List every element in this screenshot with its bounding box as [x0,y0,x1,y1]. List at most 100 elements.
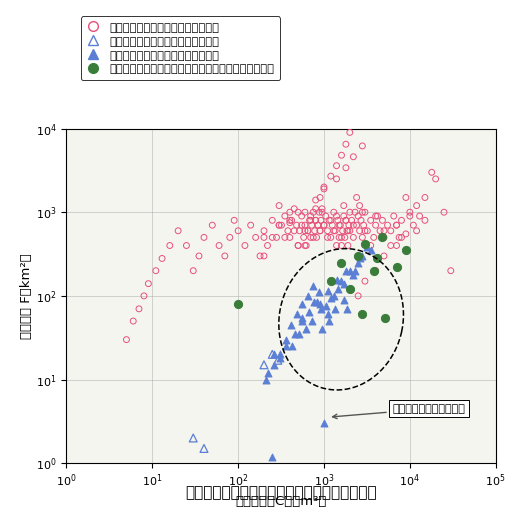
Point [299,233,308,242]
Point [298,313,307,322]
Point [312,216,320,224]
Point [306,216,314,224]
Point [324,287,332,295]
Point [354,258,362,267]
Point [322,302,330,311]
Point [395,233,403,242]
Point [318,205,326,213]
Point [301,325,310,333]
Point [264,369,272,377]
Point [340,212,348,220]
Point [302,241,310,250]
Point [290,205,298,213]
Point [200,444,208,453]
Point [353,193,361,202]
Point [295,226,304,235]
Point [129,317,137,325]
Text: 農業用ダムの主な分布域: 農業用ダムの主な分布域 [333,404,466,418]
Point [322,212,330,220]
Point [316,226,324,235]
Point [340,279,349,288]
Point [292,221,300,230]
Point [335,221,343,230]
Point [333,276,341,284]
Point [268,452,276,461]
Point [294,208,302,216]
Point [166,241,174,250]
Point [182,241,191,250]
Point [380,252,388,260]
Point [344,226,352,235]
Point [342,216,350,224]
Point [297,212,306,220]
Point [350,221,358,230]
Point [314,221,322,230]
Point [312,216,320,224]
Point [363,226,371,235]
Point [366,216,375,224]
Point [378,233,386,242]
Point [313,233,321,242]
Point [275,221,283,230]
Point [320,221,328,230]
Point [298,317,307,325]
Point [309,233,317,242]
Point [392,221,401,230]
Point [195,252,203,260]
Point [189,434,197,442]
Point [347,216,356,224]
Point [333,161,341,170]
Point [309,208,317,216]
Point [342,163,350,172]
Point [327,277,335,285]
Point [366,241,375,250]
Point [140,291,148,300]
Point [361,240,369,248]
Point [354,291,362,300]
Point [247,221,255,230]
Point [286,208,294,216]
Point [356,226,364,235]
Point [358,252,366,260]
Point [369,233,378,242]
Point [402,230,410,238]
Point [337,241,345,250]
Point [341,233,349,242]
Point [327,233,335,242]
Point [325,317,333,325]
Point [361,208,369,216]
Point [286,216,294,224]
Point [304,226,312,235]
Point [260,226,268,235]
Point [313,297,321,306]
Point [392,263,401,271]
Point [428,168,436,177]
Point [311,226,319,235]
Point [305,307,313,316]
Point [301,208,309,216]
Point [282,335,290,344]
Point [291,330,299,338]
Point [226,233,234,242]
Point [318,208,326,216]
Point [274,356,282,364]
Point [189,267,197,275]
Point [135,305,143,313]
Point [330,226,338,235]
Point [340,296,348,304]
Point [421,193,429,202]
Point [320,185,328,193]
Point [277,221,286,230]
Point [447,267,455,275]
Point [371,267,380,275]
Point [208,221,216,230]
Point [331,226,339,235]
Point [215,241,223,250]
Point [294,241,302,250]
Point [371,221,380,230]
Point [317,216,325,224]
Point [288,216,296,224]
Point [392,221,401,230]
Point [290,226,298,235]
Point [328,221,336,230]
